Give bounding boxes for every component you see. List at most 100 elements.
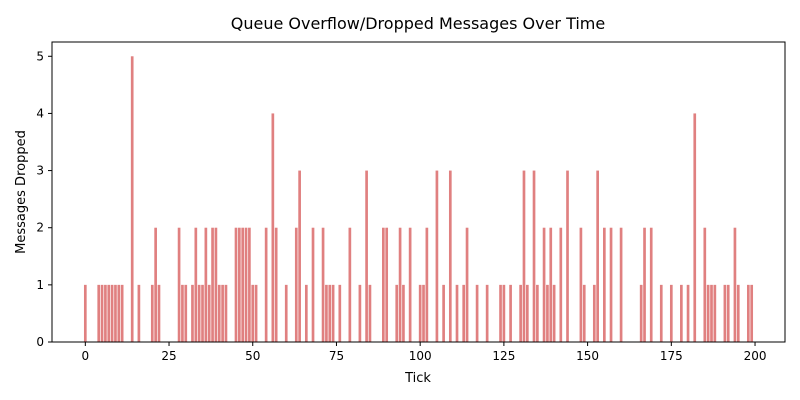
bar <box>201 284 204 342</box>
bar <box>325 284 328 342</box>
bar <box>248 227 251 342</box>
bar <box>549 227 553 342</box>
bar <box>596 170 599 342</box>
bar <box>502 284 506 342</box>
bar <box>536 284 539 342</box>
bar <box>706 284 710 342</box>
bar <box>194 227 198 342</box>
bar <box>365 170 368 342</box>
bar <box>117 284 121 342</box>
bar <box>425 227 429 342</box>
y-tick-label: 0 <box>36 335 44 349</box>
bar <box>328 284 332 342</box>
x-tick-label: 200 <box>744 349 767 363</box>
bar <box>643 227 646 342</box>
bar <box>100 284 104 342</box>
x-tick-label: 0 <box>81 349 89 363</box>
bar <box>726 284 730 342</box>
y-tick-label: 4 <box>36 106 44 120</box>
bar <box>207 284 211 342</box>
bar <box>214 227 218 342</box>
y-tick-label: 5 <box>36 49 44 63</box>
bar <box>659 284 663 342</box>
bar <box>736 284 740 342</box>
bar <box>304 284 308 342</box>
x-tick-label: 125 <box>492 349 515 363</box>
bar <box>582 284 586 342</box>
bar <box>271 113 275 342</box>
bar <box>532 170 536 342</box>
y-tick-label: 2 <box>36 221 44 235</box>
bar <box>649 227 653 342</box>
bar <box>331 284 335 342</box>
bar <box>251 284 255 342</box>
bar <box>311 227 315 342</box>
bar <box>609 227 613 342</box>
bar <box>238 227 241 342</box>
bar <box>385 227 389 342</box>
bar <box>241 227 245 342</box>
bar <box>114 284 117 342</box>
bar <box>669 284 673 342</box>
bar <box>639 284 643 342</box>
bar <box>274 227 278 342</box>
bar <box>509 284 512 342</box>
bar <box>294 227 298 342</box>
bar <box>177 227 181 342</box>
x-tick-label: 175 <box>660 349 683 363</box>
x-tick-label: 50 <box>245 349 260 363</box>
bar <box>566 170 569 342</box>
bar <box>398 227 402 342</box>
bar <box>408 227 412 342</box>
bar <box>448 170 452 342</box>
bar <box>110 284 114 342</box>
bar <box>221 284 224 342</box>
bar <box>522 170 526 342</box>
bar <box>519 284 522 342</box>
bar <box>224 284 228 342</box>
bar <box>217 284 221 342</box>
bar <box>338 284 342 342</box>
bar <box>455 284 459 342</box>
bar <box>442 284 445 342</box>
bar <box>197 284 201 342</box>
bar <box>254 284 258 342</box>
bar <box>559 227 563 342</box>
bar <box>348 227 352 342</box>
bar <box>120 284 124 342</box>
bar <box>137 284 141 342</box>
axes-group: 0 25 50 75 100 125 150 175 200 0 1 2 3 4 5 <box>36 41 786 363</box>
bars-group <box>83 56 754 343</box>
bar <box>234 227 238 342</box>
x-tick-label: 75 <box>329 349 344 363</box>
bar <box>552 284 556 342</box>
y-tick-label: 1 <box>36 278 44 292</box>
bar <box>603 227 606 342</box>
bar <box>358 284 362 342</box>
bar <box>298 170 301 342</box>
bar <box>579 227 583 342</box>
chart-title: Queue Overflow/Dropped Messages Over Tim… <box>231 14 605 33</box>
bar <box>83 284 87 342</box>
bar <box>368 284 372 342</box>
bar <box>475 284 479 342</box>
bar <box>130 56 134 343</box>
bar <box>211 227 214 342</box>
bar <box>750 284 754 342</box>
bar <box>321 227 325 342</box>
x-tick-label: 150 <box>576 349 599 363</box>
bar <box>422 284 425 342</box>
bar <box>154 227 157 342</box>
bar <box>204 227 208 342</box>
bar <box>546 284 549 342</box>
bar <box>619 227 623 342</box>
bar <box>525 284 529 342</box>
bar <box>104 284 107 342</box>
x-tick-label: 100 <box>409 349 432 363</box>
bar <box>184 284 188 342</box>
bar <box>395 284 399 342</box>
bar <box>746 284 750 342</box>
bar <box>191 284 194 342</box>
bar <box>264 227 268 342</box>
